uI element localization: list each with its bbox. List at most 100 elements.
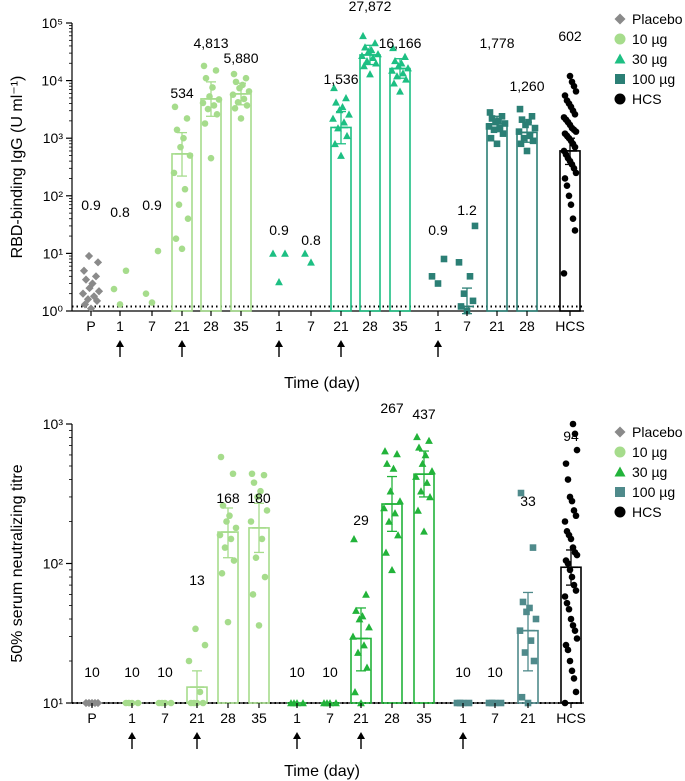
- data-point: [219, 502, 227, 509]
- dose-arrow-head: [434, 340, 442, 347]
- data-point: [93, 258, 103, 267]
- data-label: 10: [157, 664, 173, 680]
- data-point: [366, 70, 374, 78]
- x-axis-title: Time (day): [284, 763, 360, 780]
- data-point: [485, 123, 493, 130]
- x-tick-label: P: [86, 318, 95, 334]
- data-point: [142, 290, 150, 297]
- data-point: [192, 625, 199, 633]
- x-tick-label: 7: [491, 710, 499, 726]
- data-point: [257, 487, 264, 495]
- data-point: [567, 201, 575, 209]
- data-point: [523, 147, 531, 155]
- data-point: [172, 235, 180, 242]
- data-point: [148, 299, 156, 306]
- bar: [486, 123, 508, 312]
- data-point: [561, 593, 569, 600]
- data-point: [412, 472, 420, 480]
- x-tick-label: 7: [307, 318, 315, 334]
- x-tick-label: 7: [161, 710, 169, 726]
- data-point: [562, 641, 570, 649]
- data-point: [440, 255, 448, 263]
- data-point: [516, 105, 524, 113]
- data-point: [571, 227, 579, 234]
- data-point: [388, 565, 396, 574]
- data-point: [84, 251, 94, 261]
- data-label: 1,778: [479, 35, 514, 51]
- data-point: [201, 120, 209, 127]
- data-point: [178, 245, 186, 253]
- data-point: [116, 301, 124, 308]
- legend-marker: [614, 426, 626, 438]
- data-point: [413, 432, 421, 441]
- legend-label: 100 µg: [632, 71, 675, 87]
- x-tick-label: 35: [233, 318, 249, 334]
- data-point: [173, 126, 181, 134]
- data-point: [418, 459, 427, 467]
- data-point: [562, 460, 570, 467]
- data-point: [332, 98, 340, 106]
- x-tick-label: 1: [293, 710, 301, 726]
- data-point: [217, 453, 225, 461]
- data-point: [516, 627, 524, 634]
- data-label: 267: [380, 400, 404, 416]
- data-point: [532, 615, 540, 623]
- dose-arrow-head: [128, 732, 136, 739]
- data-label: 1,536: [323, 71, 358, 87]
- data-point: [260, 471, 268, 479]
- data-point: [414, 506, 422, 514]
- bar: [171, 153, 193, 312]
- data-point: [394, 531, 402, 539]
- data-point: [501, 120, 509, 127]
- data-point: [573, 635, 581, 642]
- data-label: 180: [247, 490, 271, 506]
- data-point: [566, 566, 574, 574]
- y-tick-label: 10⁵: [42, 15, 63, 31]
- data-point: [307, 258, 315, 266]
- dose-arrow-head: [459, 732, 467, 739]
- data-point: [499, 130, 507, 137]
- data-point: [529, 544, 537, 551]
- data-point: [399, 69, 407, 77]
- data-point: [352, 606, 360, 614]
- data-point: [125, 699, 133, 707]
- data-point: [469, 297, 477, 305]
- data-point: [465, 699, 473, 707]
- data-point: [354, 648, 362, 656]
- y-tick-label: 10¹: [43, 245, 64, 261]
- x-tick-label: 1: [275, 318, 283, 334]
- data-point: [560, 270, 568, 277]
- data-point: [332, 699, 340, 707]
- data-point: [79, 266, 89, 275]
- data-point: [486, 109, 494, 116]
- dose-arrow-head: [193, 732, 201, 739]
- x-tick-label: 7: [326, 710, 334, 726]
- data-point: [154, 247, 162, 255]
- data-point: [94, 287, 104, 296]
- data-point: [382, 548, 390, 556]
- data-point: [386, 487, 395, 495]
- data-point: [329, 114, 337, 122]
- data-point: [572, 587, 580, 594]
- data-point: [252, 554, 260, 562]
- data-point: [423, 478, 431, 486]
- data-point: [231, 105, 239, 112]
- data-point: [359, 31, 367, 40]
- data-point: [204, 105, 212, 113]
- legend-label: Placebo: [632, 424, 683, 440]
- data-point: [388, 66, 396, 74]
- data-point: [488, 699, 496, 707]
- legend-marker: [615, 487, 625, 497]
- y-tick-label: 10³: [43, 130, 64, 146]
- x-axis-title: Time (day): [284, 375, 360, 392]
- legend-label: HCS: [632, 504, 662, 520]
- data-point: [417, 487, 425, 495]
- x-tick-label: 1: [116, 318, 124, 334]
- data-point: [212, 67, 220, 74]
- x-tick-label: HCS: [556, 710, 586, 726]
- x-tick-label: 21: [189, 710, 205, 726]
- data-point: [380, 504, 388, 512]
- dose-arrow-head: [357, 732, 365, 739]
- data-point: [134, 699, 142, 707]
